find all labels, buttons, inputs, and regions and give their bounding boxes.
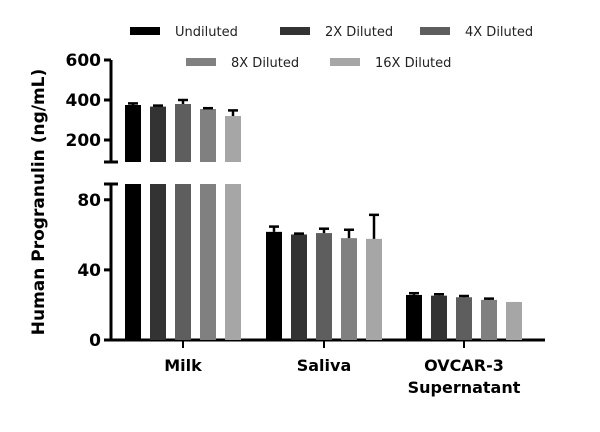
- bar: [406, 294, 422, 340]
- bar: [150, 184, 166, 340]
- y-tick-label: 200: [66, 131, 102, 151]
- bar: [481, 299, 497, 340]
- legend-label: Undiluted: [175, 25, 238, 40]
- bar: [341, 238, 357, 340]
- legend-label: 2X Diluted: [325, 25, 393, 40]
- bar: [225, 116, 241, 162]
- bar: [366, 238, 382, 340]
- x-tick-label: OVCAR-3: [424, 356, 504, 375]
- bar: [175, 184, 191, 340]
- x-tick-label: Supernatant: [408, 378, 521, 397]
- bar: [175, 104, 191, 162]
- bar: [125, 184, 141, 340]
- bar: [225, 184, 241, 340]
- legend-swatch: [330, 58, 360, 66]
- bar: [431, 295, 447, 340]
- bar: [200, 184, 216, 340]
- y-tick-label: 600: [66, 51, 102, 71]
- legend-swatch: [130, 27, 160, 35]
- legend-label: 16X Diluted: [375, 56, 451, 71]
- x-tick-label: Milk: [164, 356, 202, 375]
- legend-swatch: [420, 27, 450, 35]
- y-tick-label: 80: [77, 191, 101, 211]
- y-axis-label: Human Progranulin (ng/mL): [29, 69, 49, 336]
- legend-label: 4X Diluted: [465, 25, 533, 40]
- bar: [125, 105, 141, 162]
- bar: [266, 231, 282, 340]
- bar: [291, 234, 307, 340]
- legend-swatch: [186, 58, 216, 66]
- y-tick-label: 400: [66, 91, 102, 111]
- x-tick-label: Saliva: [297, 356, 352, 375]
- bar: [200, 109, 216, 162]
- y-tick-label: 40: [77, 261, 101, 281]
- bar: [150, 106, 166, 162]
- legend-label: 8X Diluted: [231, 56, 299, 71]
- bar: [506, 301, 522, 340]
- y-tick-label: 0: [89, 331, 101, 351]
- bar: [316, 233, 332, 340]
- legend-swatch: [280, 27, 310, 35]
- bar: [456, 297, 472, 340]
